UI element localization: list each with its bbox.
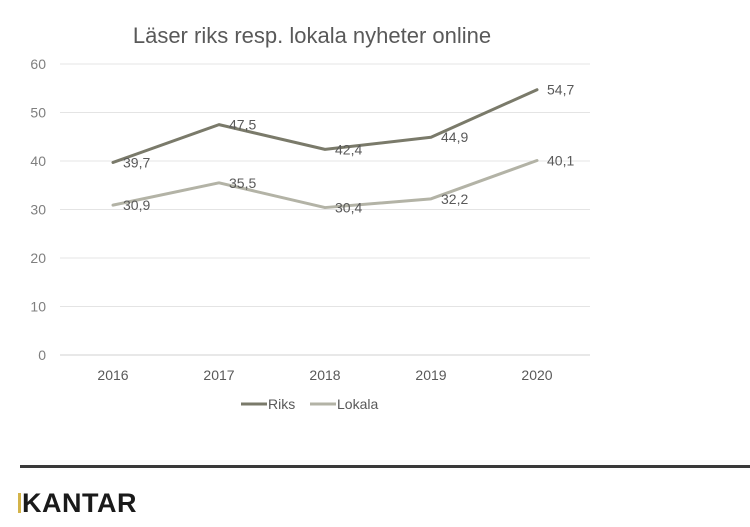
footer-divider bbox=[20, 465, 750, 468]
data-label: 30,9 bbox=[123, 197, 150, 213]
y-tick-label: 50 bbox=[30, 105, 46, 121]
data-label: 44,9 bbox=[441, 129, 468, 145]
logo-text: KANTAR bbox=[22, 488, 137, 518]
x-tick-label: 2016 bbox=[97, 367, 128, 383]
y-tick-label: 40 bbox=[30, 153, 46, 169]
y-tick-label: 20 bbox=[30, 250, 46, 266]
x-tick-label: 2020 bbox=[521, 367, 552, 383]
data-label: 54,7 bbox=[547, 82, 574, 98]
gridlines bbox=[60, 63, 590, 356]
data-label: 42,4 bbox=[335, 141, 362, 157]
data-label: 30,4 bbox=[335, 200, 362, 216]
x-tick-label: 2018 bbox=[309, 367, 340, 383]
legend-label: Riks bbox=[268, 396, 295, 412]
series-line-lokala bbox=[111, 159, 539, 210]
chart-title: Läser riks resp. lokala nyheter online bbox=[133, 23, 491, 48]
y-tick-label: 30 bbox=[30, 202, 46, 218]
data-labels: 39,7 47,5 42,4 44,9 54,7 30,9 35,5 30,4 32,2 40,1 bbox=[123, 82, 574, 216]
data-label: 32,2 bbox=[441, 191, 468, 207]
kantar-logo: KANTAR bbox=[18, 490, 137, 517]
data-label: 40,1 bbox=[547, 153, 574, 169]
logo-accent-bar bbox=[18, 493, 21, 513]
data-label: 39,7 bbox=[123, 154, 150, 170]
x-tick-label: 2017 bbox=[203, 367, 234, 383]
data-label: 47,5 bbox=[229, 117, 256, 133]
x-axis-ticks: 2016 2017 2018 2019 2020 bbox=[97, 367, 552, 383]
data-label: 35,5 bbox=[229, 175, 256, 191]
legend-label: Lokala bbox=[337, 396, 378, 412]
line-chart: Läser riks resp. lokala nyheter online 0… bbox=[30, 23, 590, 412]
y-tick-label: 0 bbox=[38, 347, 46, 363]
y-tick-label: 10 bbox=[30, 299, 46, 315]
series-lines bbox=[111, 88, 539, 210]
y-tick-label: 60 bbox=[30, 56, 46, 72]
series-line-riks bbox=[111, 88, 539, 164]
x-tick-label: 2019 bbox=[415, 367, 446, 383]
legend: Riks Lokala bbox=[241, 396, 378, 412]
y-axis-ticks: 0 10 20 30 40 50 60 bbox=[30, 56, 46, 363]
